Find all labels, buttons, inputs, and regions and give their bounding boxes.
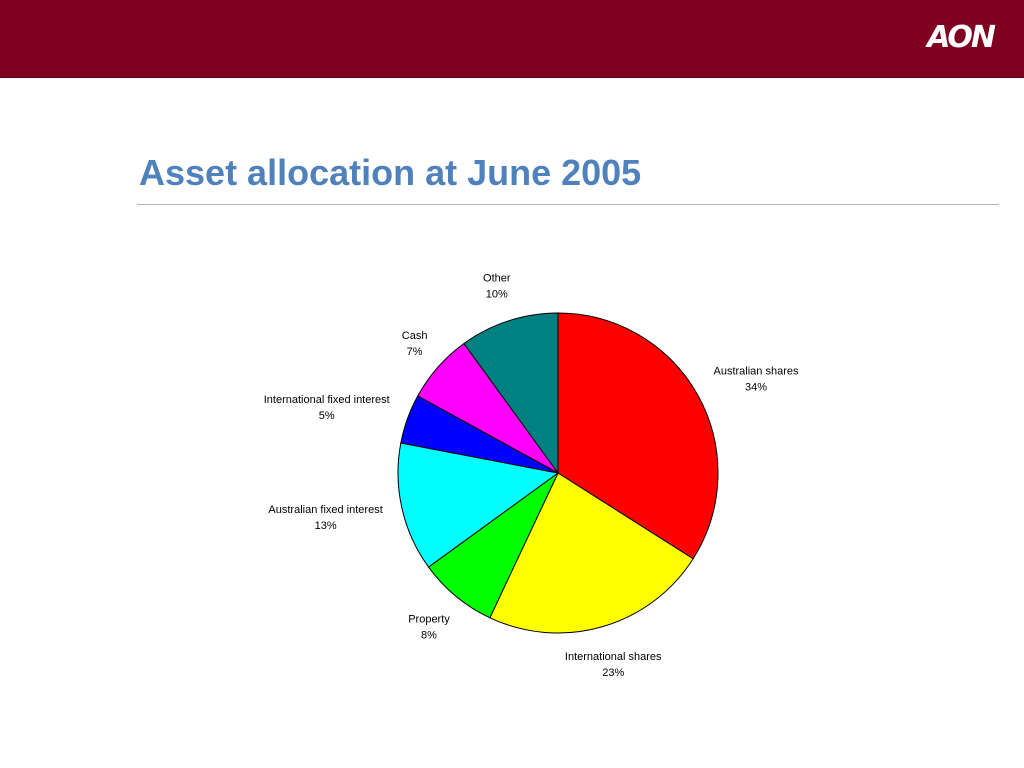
slide-title: Asset allocation at June 2005: [139, 152, 642, 193]
slice-label-cash: Cash: [402, 330, 428, 342]
slice-percent-property: 8%: [421, 630, 437, 642]
aon-logo: AON: [927, 20, 996, 55]
slice-percent-australian-fixed-interest: 13%: [315, 520, 337, 532]
slice-percent-cash: 7%: [407, 346, 423, 358]
slice-label-australian-shares: Australian shares: [714, 366, 799, 378]
pie-slice-other: [463, 312, 559, 475]
slice-percent-international-shares: 23%: [602, 667, 624, 679]
slice-label-international-shares: International shares: [565, 651, 662, 663]
slice-label-australian-fixed-interest: Australian fixed interest: [268, 504, 382, 516]
pie-labels: Australian shares 34% International shares…: [264, 273, 799, 679]
pie-slice-international-shares: [489, 472, 694, 634]
pie-slice-australian-shares: [557, 312, 719, 560]
slice-percent-international-fixed-interest: 5%: [319, 410, 335, 422]
slice-percent-other: 10%: [486, 289, 508, 301]
title-divider: [137, 204, 999, 205]
slice-percent-australian-shares: 34%: [745, 382, 767, 394]
slice-label-other: Other: [483, 273, 511, 285]
slice-label-property: Property: [408, 614, 450, 626]
header-banner: AON: [0, 0, 1024, 78]
pie-slices: [397, 312, 719, 634]
slice-label-international-fixed-interest: International fixed interest: [264, 394, 390, 406]
pie-slice-australian-fixed-interest: [397, 442, 560, 568]
